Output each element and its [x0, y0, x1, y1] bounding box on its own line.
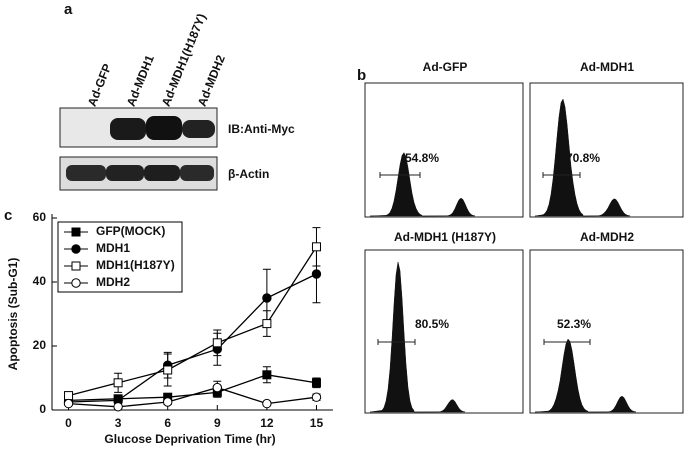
x-tick-label: 15: [310, 416, 324, 430]
percent: 52.3%: [557, 317, 591, 331]
histogram-frame: [364, 82, 524, 218]
panel-label: a: [64, 1, 73, 18]
legend-label: MDH2: [96, 275, 130, 289]
band: [182, 120, 215, 138]
band: [106, 165, 144, 181]
legend-marker: [71, 227, 81, 237]
series-line: [68, 386, 317, 408]
series-line: [68, 273, 317, 403]
panel-label: b: [357, 67, 366, 84]
x-tick-label: 9: [214, 416, 221, 430]
band: [66, 165, 106, 181]
histogram: [534, 98, 631, 217]
blot-label: β-Actin: [228, 167, 269, 181]
marker: [311, 242, 321, 252]
band: [110, 118, 146, 140]
histogram: [534, 338, 637, 413]
legend-marker: [71, 261, 81, 271]
histogram-frame: [364, 249, 524, 414]
marker: [262, 319, 272, 329]
histogram: [369, 261, 466, 413]
marker: [262, 293, 272, 303]
lane-label: Ad-MDH2: [195, 53, 228, 109]
series-line: [68, 374, 317, 402]
series-line: [68, 246, 318, 397]
percent: 80.5%: [415, 317, 449, 331]
x-tick-label: 12: [260, 416, 274, 430]
legend-label: GFP(MOCK): [96, 224, 165, 238]
y-tick-label: 20: [33, 338, 47, 352]
y-tick-label: 40: [33, 274, 47, 288]
y-tick-label: 60: [33, 210, 47, 224]
marker: [113, 402, 123, 412]
marker: [64, 391, 74, 401]
panel-label: c: [4, 207, 12, 224]
marker: [163, 397, 173, 407]
marker: [262, 398, 272, 409]
legend-label: MDH1(H187Y): [96, 258, 175, 272]
band: [146, 116, 182, 140]
marker: [63, 398, 74, 409]
histogram: [369, 152, 476, 217]
percent: 70.8%: [566, 151, 600, 165]
x-tick-label: 3: [115, 416, 122, 430]
marker: [262, 370, 272, 380]
marker: [163, 365, 173, 375]
y-axis-label: Apoptosis (Sub-G1): [6, 258, 20, 371]
blot-label: IB:Anti-Myc: [228, 122, 295, 136]
x-tick-label: 6: [164, 416, 171, 430]
marker: [212, 382, 222, 393]
legend-marker: [71, 244, 81, 254]
lane-label: Ad-MDH1: [124, 53, 157, 109]
marker: [311, 378, 321, 388]
x-tick-label: 0: [65, 416, 72, 430]
marker: [311, 269, 322, 279]
histogram-title: Ad-MDH1: [580, 60, 634, 74]
marker: [113, 378, 123, 388]
histogram-title: Ad-MDH1 (H187Y): [394, 230, 496, 244]
legend-label: MDH1: [96, 241, 130, 255]
histogram-frame: [529, 82, 684, 218]
lane-label: Ad-GFP: [85, 62, 115, 109]
x-axis-label: Glucose Deprivation Time (hr): [104, 432, 275, 446]
band: [180, 165, 214, 181]
band: [144, 165, 180, 181]
marker: [212, 338, 222, 348]
marker: [311, 392, 322, 402]
y-tick-label: 0: [39, 402, 46, 416]
percent: 54.8%: [405, 151, 439, 165]
histogram-frame: [529, 249, 684, 414]
legend-marker: [71, 278, 81, 288]
histogram-title: Ad-MDH2: [580, 230, 634, 244]
histogram-title: Ad-GFP: [423, 60, 468, 74]
